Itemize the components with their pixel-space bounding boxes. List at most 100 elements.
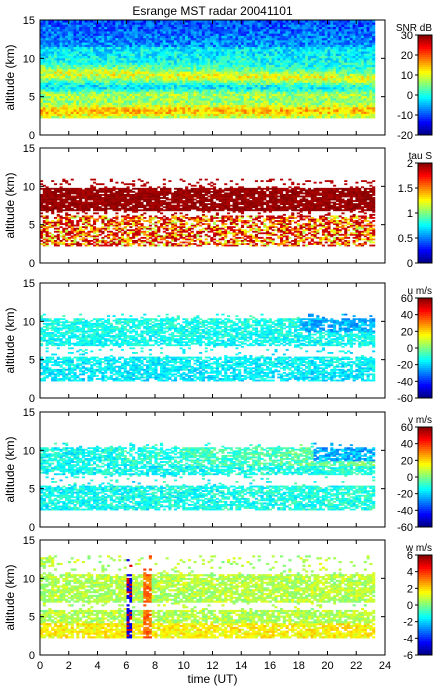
heatmap-cell: [90, 75, 94, 79]
heatmap-cell: [87, 37, 91, 41]
heatmap-cell: [120, 24, 125, 27]
heatmap-cell: [42, 80, 46, 83]
heatmap-cell: [51, 115, 55, 119]
heatmap-cell: [162, 111, 166, 114]
heatmap-cell: [42, 109, 46, 112]
heatmap-cell: [321, 46, 325, 50]
heatmap-cell: [249, 48, 253, 52]
heatmap-cell: [137, 71, 141, 74]
heatmap-cell: [229, 60, 233, 63]
heatmap-cell: [204, 109, 208, 112]
heatmap-cell: [56, 20, 60, 23]
heatmap-cell: [210, 102, 214, 106]
heatmap-cell: [98, 111, 102, 114]
heatmap-cell: [204, 100, 208, 103]
heatmap-cell: [330, 24, 334, 27]
heatmap-cell: [302, 57, 306, 61]
heatmap-cell: [266, 64, 270, 68]
heatmap-cell: [319, 109, 323, 112]
heatmap-cell: [109, 57, 113, 61]
heatmap-cell: [299, 62, 303, 65]
heatmap-cell: [185, 51, 189, 54]
heatmap-cell: [182, 104, 186, 108]
heatmap-cell: [187, 35, 192, 39]
heatmap-cell: [260, 111, 264, 114]
heatmap-cell: [148, 98, 152, 101]
heatmap-cell: [240, 57, 245, 61]
heatmap-cell: [67, 95, 71, 99]
heatmap-cell: [73, 64, 77, 68]
heatmap-cell: [310, 100, 314, 103]
heatmap-cell: [316, 51, 320, 54]
heatmap-cell: [182, 86, 186, 90]
heatmap-cell: [42, 62, 46, 65]
heatmap-cell: [81, 86, 85, 90]
heatmap-cell: [118, 28, 122, 32]
heatmap-cell: [204, 28, 208, 32]
heatmap-cell: [129, 77, 133, 81]
heatmap-cell: [84, 62, 88, 65]
heatmap-cell: [246, 42, 250, 45]
heatmap-cell: [176, 95, 180, 99]
heatmap-cell: [293, 60, 298, 63]
heatmap-cell: [218, 22, 222, 25]
heatmap-cell: [118, 42, 122, 45]
heatmap-cell: [307, 20, 312, 23]
heatmap-cell: [235, 66, 239, 70]
heatmap-cell: [45, 44, 49, 48]
heatmap-cell: [307, 35, 312, 39]
heatmap-cell: [62, 100, 66, 103]
heatmap-cell: [51, 73, 55, 77]
heatmap-cell: [101, 100, 105, 103]
heatmap-cell: [316, 37, 320, 41]
heatmap-cell: [104, 62, 108, 65]
heatmap-cell: [352, 69, 356, 72]
heatmap-cell: [349, 20, 353, 23]
heatmap-cell: [246, 24, 250, 27]
heatmap-cell: [305, 48, 309, 52]
heatmap-cell: [302, 26, 306, 30]
heatmap-cell: [81, 77, 85, 81]
heatmap-cell: [176, 73, 180, 77]
heatmap-cell: [280, 111, 284, 114]
heatmap-cell: [56, 86, 60, 90]
heatmap-cell: [154, 40, 158, 43]
heatmap-cell: [271, 75, 275, 79]
heatmap-cell: [65, 71, 69, 74]
heatmap-cell: [338, 64, 342, 68]
heatmap-cell: [252, 84, 256, 88]
heatmap-cell: [280, 100, 284, 103]
heatmap-cell: [76, 53, 80, 56]
heatmap-cell: [151, 93, 155, 97]
heatmap-cell: [201, 71, 205, 74]
heatmap-cell: [51, 31, 55, 34]
heatmap-cell: [168, 80, 172, 83]
heatmap-cell: [338, 66, 342, 70]
heatmap-cell: [335, 48, 339, 52]
heatmap-cell: [140, 26, 144, 30]
heatmap-cell: [51, 44, 55, 48]
heatmap-cell: [137, 89, 141, 92]
heatmap-cell: [45, 64, 49, 68]
heatmap-cell: [185, 109, 189, 112]
heatmap-cell: [257, 100, 261, 103]
heatmap-cell: [132, 33, 136, 36]
heatmap-cell: [330, 20, 334, 23]
heatmap-cell: [40, 91, 44, 94]
heatmap-cell: [218, 91, 222, 94]
heatmap-cell: [249, 104, 253, 108]
heatmap-cell: [199, 102, 203, 106]
heatmap-cell: [62, 35, 66, 39]
heatmap-cell: [274, 26, 278, 30]
heatmap-cell: [271, 44, 275, 48]
heatmap-cell: [81, 31, 85, 34]
heatmap-cell: [347, 40, 351, 43]
heatmap-cell: [277, 31, 281, 34]
heatmap-cell: [84, 48, 88, 52]
heatmap-cell: [285, 75, 289, 79]
heatmap-cell: [296, 26, 300, 30]
heatmap-cell: [213, 98, 217, 101]
heatmap-cell: [187, 44, 192, 48]
heatmap-cell: [266, 73, 270, 77]
heatmap-cell: [73, 46, 77, 50]
